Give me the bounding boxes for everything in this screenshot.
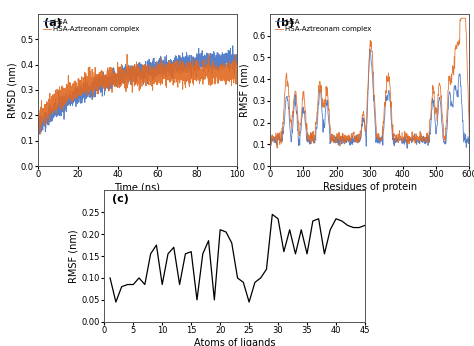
HSA: [46, 119, 51, 123]
HSA: [230, 44, 236, 48]
X-axis label: Time (ns): Time (ns): [114, 182, 161, 192]
Y-axis label: RMSF (nm): RMSF (nm): [240, 63, 250, 117]
HSA: [267, 135, 273, 139]
HSA: [401, 141, 406, 145]
Y-axis label: RMSF (nm): RMSF (nm): [69, 229, 79, 283]
HSA: [385, 98, 391, 102]
HSA-Aztreonam complex: [385, 80, 391, 84]
HSA: [228, 57, 234, 61]
HSA-Aztreonam complex: [466, 134, 472, 138]
HSA-Aztreonam complex: [234, 68, 240, 72]
HSA-Aztreonam complex: [127, 70, 133, 74]
Line: HSA: HSA: [270, 49, 469, 148]
Text: (b): (b): [276, 18, 294, 28]
Y-axis label: RMSD (nm): RMSD (nm): [8, 62, 18, 118]
HSA: [228, 60, 234, 64]
HSA-Aztreonam complex: [124, 52, 130, 56]
HSA: [234, 61, 240, 65]
Line: HSA-Aztreonam complex: HSA-Aztreonam complex: [270, 18, 469, 148]
Text: (c): (c): [112, 194, 129, 204]
HSA-Aztreonam complex: [132, 68, 138, 72]
HSA: [127, 68, 132, 72]
HSA: [35, 122, 41, 127]
Line: HSA-Aztreonam complex: HSA-Aztreonam complex: [38, 54, 237, 134]
HSA-Aztreonam complex: [274, 146, 280, 150]
HSA: [132, 74, 137, 79]
HSA: [302, 123, 308, 127]
HSA-Aztreonam complex: [228, 84, 234, 88]
HSA: [466, 134, 472, 138]
HSA: [404, 146, 410, 151]
HSA-Aztreonam complex: [319, 94, 325, 99]
HSA-Aztreonam complex: [401, 137, 406, 141]
HSA: [418, 136, 424, 140]
X-axis label: Residues of protein: Residues of protein: [323, 182, 417, 192]
HSA-Aztreonam complex: [458, 16, 464, 20]
HSA-Aztreonam complex: [228, 74, 234, 78]
HSA-Aztreonam complex: [35, 122, 41, 126]
HSA-Aztreonam complex: [358, 135, 364, 139]
Legend: HSA, HSA-Aztreonam complex: HSA, HSA-Aztreonam complex: [41, 17, 141, 34]
HSA-Aztreonam complex: [37, 132, 43, 136]
Legend: HSA, HSA-Aztreonam complex: HSA, HSA-Aztreonam complex: [273, 17, 373, 34]
Text: (a): (a): [44, 18, 62, 28]
HSA-Aztreonam complex: [418, 135, 423, 139]
HSA: [36, 132, 42, 136]
Line: HSA: HSA: [38, 46, 237, 134]
HSA-Aztreonam complex: [192, 75, 198, 80]
HSA: [319, 100, 324, 104]
HSA: [192, 61, 198, 65]
HSA: [367, 47, 373, 51]
HSA-Aztreonam complex: [267, 133, 273, 137]
HSA-Aztreonam complex: [46, 100, 51, 104]
HSA-Aztreonam complex: [303, 111, 309, 115]
HSA: [357, 138, 363, 142]
X-axis label: Atoms of ligands: Atoms of ligands: [194, 338, 275, 346]
